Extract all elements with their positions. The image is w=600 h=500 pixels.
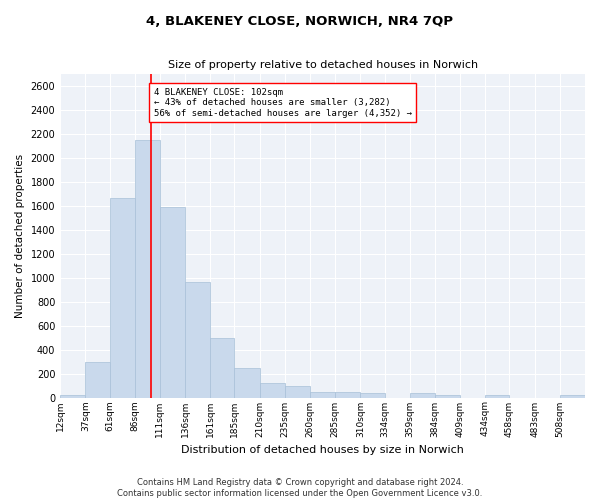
Bar [60, 394, 85, 398]
Bar [260, 383, 285, 398]
Text: 4, BLAKENEY CLOSE, NORWICH, NR4 7QP: 4, BLAKENEY CLOSE, NORWICH, NR4 7QP [146, 15, 454, 28]
Bar [285, 386, 310, 398]
X-axis label: Distribution of detached houses by size in Norwich: Distribution of detached houses by size … [181, 445, 464, 455]
Bar [310, 392, 335, 398]
Bar [210, 338, 235, 398]
Bar [110, 198, 135, 398]
Bar [435, 395, 460, 398]
Text: 4 BLAKENEY CLOSE: 102sqm
← 43% of detached houses are smaller (3,282)
56% of sem: 4 BLAKENEY CLOSE: 102sqm ← 43% of detach… [154, 88, 412, 118]
Bar [135, 140, 160, 398]
Y-axis label: Number of detached properties: Number of detached properties [15, 154, 25, 318]
Bar [361, 394, 385, 398]
Bar [560, 394, 585, 398]
Title: Size of property relative to detached houses in Norwich: Size of property relative to detached ho… [167, 60, 478, 70]
Bar [235, 368, 260, 398]
Text: Contains HM Land Registry data © Crown copyright and database right 2024.
Contai: Contains HM Land Registry data © Crown c… [118, 478, 482, 498]
Bar [85, 362, 110, 398]
Bar [335, 392, 361, 398]
Bar [485, 395, 509, 398]
Bar [160, 206, 185, 398]
Bar [185, 282, 210, 398]
Bar [410, 394, 435, 398]
